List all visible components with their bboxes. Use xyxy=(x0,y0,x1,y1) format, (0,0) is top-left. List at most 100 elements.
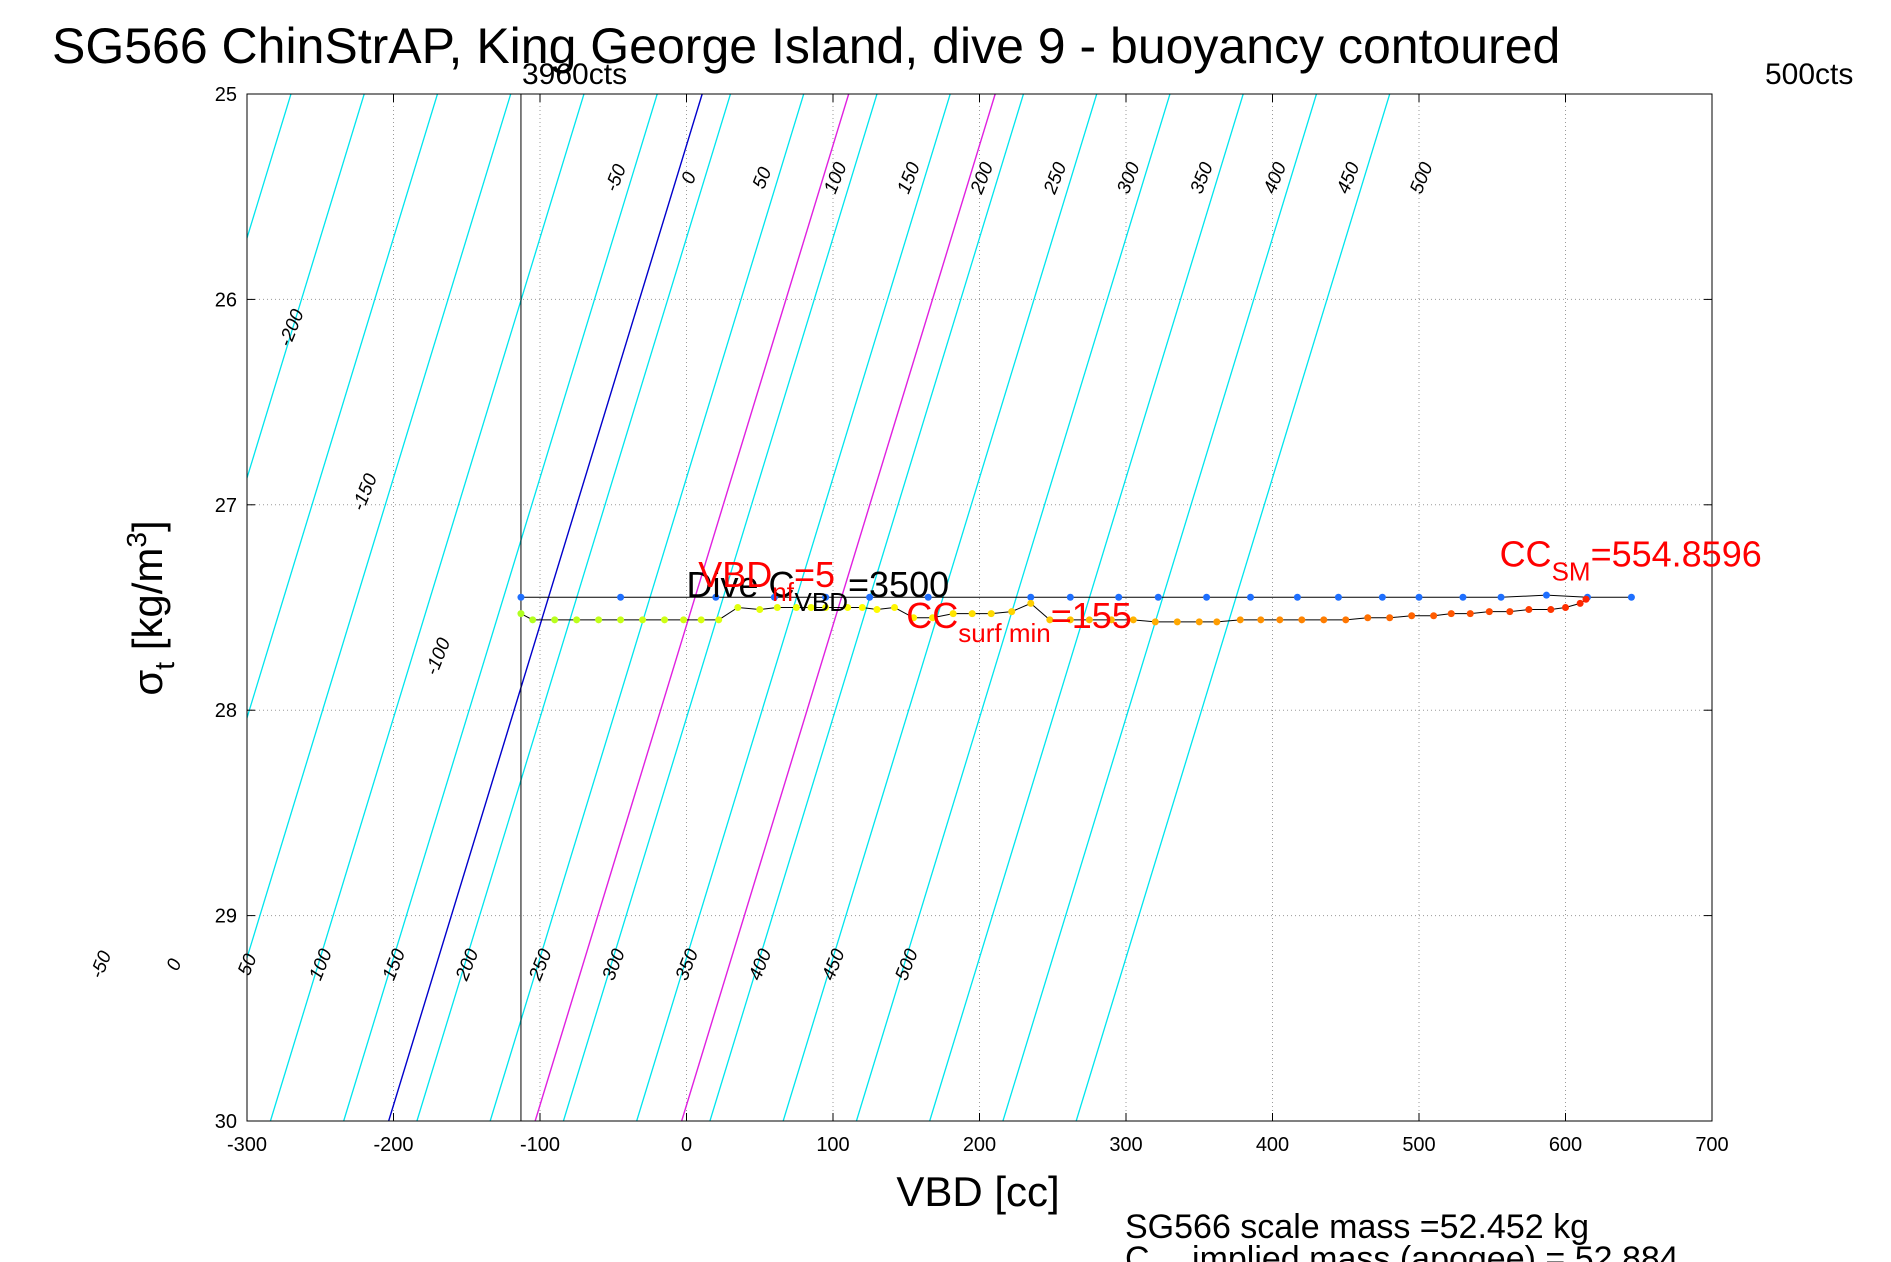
annotation-main: CC xyxy=(1500,533,1552,574)
contour-line xyxy=(247,94,365,481)
annotation-tail: =3500 xyxy=(848,564,949,605)
contour-label-bottom: -50 xyxy=(87,948,117,982)
contour-line xyxy=(782,94,1098,1121)
climb-point xyxy=(517,610,525,618)
x-tick-label: -300 xyxy=(227,1134,267,1156)
x-axis-ticks: -300 -200 -100 0 100 200 300 400 500 600 700 xyxy=(227,94,1729,1156)
contour-line xyxy=(247,94,512,961)
contour-label-bottom: 150 xyxy=(379,946,411,984)
x-axis-label: VBD [cc] xyxy=(896,1168,1059,1215)
climb-point xyxy=(1046,616,1054,624)
climb-point xyxy=(1408,612,1416,620)
climb-point xyxy=(1236,616,1244,624)
climb-point xyxy=(1173,618,1181,626)
y-tick-label: 25 xyxy=(215,84,237,106)
top-label-left: 3960cts xyxy=(522,58,627,91)
contour-line xyxy=(416,94,732,1121)
x-tick-label: 300 xyxy=(1109,1134,1142,1156)
climb-point xyxy=(822,604,830,611)
climb-point xyxy=(910,614,918,622)
annotation: CCSM=554.8596 xyxy=(1500,533,1762,586)
contour-line xyxy=(855,94,1171,1121)
y-axis-label-sub: t xyxy=(149,662,180,670)
climb-point xyxy=(595,616,603,624)
grid-lines xyxy=(247,94,1712,1121)
annotation-tail: =155 xyxy=(1051,595,1132,636)
y-tick-label: 26 xyxy=(215,289,237,311)
x-tick-label: 500 xyxy=(1402,1134,1435,1156)
climb-point xyxy=(1582,595,1590,603)
contour-line xyxy=(247,94,439,721)
dive-point xyxy=(1415,593,1423,601)
contour-line xyxy=(0,94,144,1121)
climb-point xyxy=(968,610,976,618)
contour-label-left: -150 xyxy=(348,471,382,515)
x-tick-label: 400 xyxy=(1256,1134,1289,1156)
climb-point xyxy=(573,616,581,624)
climb-point xyxy=(1066,616,1074,624)
dive-point xyxy=(1459,593,1467,601)
dive-point xyxy=(1334,593,1342,601)
annotation-main: VBD xyxy=(698,554,772,595)
climb-point xyxy=(858,604,866,611)
dive-point xyxy=(1154,593,1162,601)
climb-point xyxy=(1276,616,1284,624)
dive-point xyxy=(712,593,720,601)
contour-line xyxy=(489,94,805,1121)
footer-line-1: SG566 scale mass =52.452 kg xyxy=(1125,1208,1589,1246)
annotation-tail: =5 xyxy=(794,554,835,595)
x-tick-label: 0 xyxy=(681,1134,692,1156)
footer-line-2-sub: SM xyxy=(1150,1258,1183,1262)
contour-label-bottom: 0 xyxy=(163,956,187,974)
buoyancy-contours xyxy=(0,94,1391,1121)
climb-point xyxy=(1213,618,1221,626)
contour-label-left: -100 xyxy=(421,635,455,679)
climb-point xyxy=(1107,616,1115,624)
climb-point xyxy=(1320,616,1328,624)
x-tick-label: 200 xyxy=(963,1134,996,1156)
climb-point xyxy=(891,604,899,611)
contour-label-bottom: 500 xyxy=(891,946,923,984)
climb-point xyxy=(1547,606,1555,614)
contour-label-bottom: 350 xyxy=(672,946,704,984)
footer-line-2: CSM implied mass (apogee) = 52.884 xyxy=(1125,1240,1679,1262)
y-axis-label-sup: 3 xyxy=(121,532,152,548)
contour-label-bottom: 450 xyxy=(818,946,850,984)
dive-line xyxy=(520,594,1632,598)
climb-point xyxy=(617,616,625,624)
y-tick-label: 30 xyxy=(215,1111,237,1133)
climb-point xyxy=(1386,614,1394,622)
climb-point xyxy=(1151,618,1159,626)
annotation: Dive CVBD=3500 xyxy=(687,564,950,617)
climb-point xyxy=(639,616,647,624)
contour-label-top: 0 xyxy=(678,169,702,187)
contour-label-top: -50 xyxy=(601,161,631,195)
footer-line-2-tail: implied mass (apogee) = 52.884 xyxy=(1183,1240,1679,1262)
climb-point xyxy=(1027,599,1035,607)
dive-point xyxy=(1378,593,1386,601)
climb-point xyxy=(1257,616,1265,624)
contour-label-bottom: 250 xyxy=(525,946,557,985)
footer-line-2-main: C xyxy=(1125,1240,1150,1262)
climb-point xyxy=(1525,606,1533,614)
contour-line xyxy=(1002,94,1318,1121)
dive-point xyxy=(770,593,778,601)
annotation-sub: surf min xyxy=(958,618,1050,648)
contour-line xyxy=(929,94,1244,1121)
y-axis-label: σt [kg/m3] xyxy=(121,520,180,695)
climb-point xyxy=(715,616,723,624)
annotation-main: CC xyxy=(906,595,958,636)
footer-text: SG566 scale mass =52.452 kg CSM implied … xyxy=(1125,1208,1679,1262)
climb-point xyxy=(1195,618,1203,626)
dive-point xyxy=(822,593,830,601)
climb-point xyxy=(1485,608,1493,616)
climb-point xyxy=(1447,610,1455,618)
contour-label-top: 500 xyxy=(1406,159,1438,197)
contour-line xyxy=(0,94,71,1121)
dive-point xyxy=(866,593,874,601)
contour-label-bottom: 200 xyxy=(452,946,484,985)
chart-title: SG566 ChinStrAP, King George Island, div… xyxy=(52,18,1560,74)
annotation-sub: VBD xyxy=(795,587,848,617)
